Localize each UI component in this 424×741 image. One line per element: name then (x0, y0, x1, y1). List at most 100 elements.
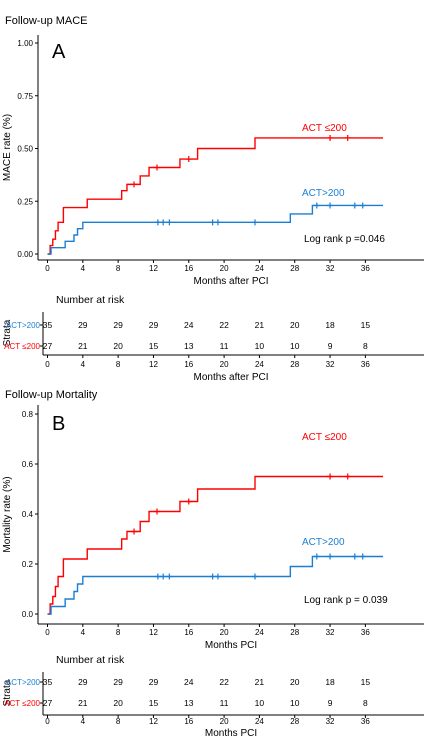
risk-row-label: ACT ≤200 (4, 699, 40, 708)
risk-count: 11 (220, 698, 229, 708)
x-tick-label: 20 (220, 264, 229, 273)
censor-mark-act-gt200 (313, 202, 320, 209)
risk-count: 24 (184, 320, 194, 330)
risk-x-tick-label: 24 (255, 717, 264, 726)
x-tick-label: 24 (255, 264, 264, 273)
censor-mark-act-gt200 (252, 573, 259, 580)
risk-count: 21 (255, 677, 265, 687)
risk-count: 11 (220, 341, 229, 351)
risk-count: 20 (290, 677, 300, 687)
x-tick-label: 24 (255, 628, 264, 637)
censor-mark-act-le200 (131, 528, 138, 535)
risk-count: 29 (149, 320, 159, 330)
censor-mark-act-gt200 (214, 219, 221, 226)
risk-count: 15 (149, 698, 159, 708)
y-tick-label: 0.2 (22, 560, 34, 569)
censor-mark-act-gt200 (359, 553, 366, 560)
risk-count: 10 (255, 341, 265, 351)
censor-mark-act-gt200 (160, 573, 167, 580)
censor-mark-act-gt200 (359, 202, 366, 209)
y-tick-label: 0.25 (17, 197, 33, 206)
x-tick-label: 28 (290, 264, 299, 273)
censor-mark-act-gt200 (327, 202, 334, 209)
strata-label: Strata (2, 319, 13, 346)
censor-mark-act-gt200 (313, 553, 320, 560)
x-tick-label: 8 (116, 628, 121, 637)
risk-x-tick-label: 0 (45, 717, 50, 726)
x-tick-label: 32 (326, 628, 335, 637)
risk-count: 24 (184, 677, 194, 687)
x-tick-label: 16 (184, 264, 193, 273)
km-line-act-gt200 (47, 204, 384, 255)
series-label-act-gt200: ACT>200 (302, 537, 345, 548)
risk-count: 9 (328, 341, 333, 351)
y-tick-label: 0.75 (17, 92, 33, 101)
censor-mark-act-le200 (185, 156, 192, 163)
risk-x-tick-label: 16 (184, 360, 193, 369)
x-tick-label: 4 (81, 628, 86, 637)
risk-count: 18 (325, 677, 335, 687)
chart-title: Follow-up MACE (5, 15, 88, 27)
x-tick-label: 28 (290, 628, 299, 637)
panel-a: Follow-up MACE A 0.00 0.25 0.50 0.75 1.00 MACE … (2, 15, 424, 383)
x-tick-label: 12 (149, 264, 158, 273)
risk-count: 10 (290, 341, 300, 351)
risk-count: 29 (113, 320, 123, 330)
y-tick-label: 0.6 (22, 460, 34, 469)
risk-count: 15 (361, 677, 371, 687)
risk-count: 15 (149, 341, 159, 351)
risk-count: 27 (43, 698, 53, 708)
risk-count: 9 (328, 698, 333, 708)
censor-mark-act-le200 (327, 473, 334, 480)
censor-mark-act-le200 (131, 181, 138, 188)
km-line-act-gt200 (47, 555, 384, 615)
risk-x-tick-label: 24 (255, 360, 264, 369)
censor-mark-act-gt200 (154, 219, 161, 226)
risk-count: 29 (113, 677, 123, 687)
risk-count: 29 (78, 677, 88, 687)
risk-count: 20 (290, 320, 300, 330)
risk-count: 10 (290, 698, 300, 708)
log-rank-annotation: Log rank p = 0.039 (304, 595, 388, 606)
log-rank-annotation: Log rank p =0.046 (304, 234, 385, 245)
censor-mark-act-gt200 (327, 553, 334, 560)
risk-count: 15 (361, 320, 371, 330)
risk-count: 29 (149, 677, 159, 687)
x-tick-label: 12 (149, 628, 158, 637)
y-tick-label: 0.4 (22, 510, 34, 519)
risk-count: 35 (43, 320, 53, 330)
y-axis-label: MACE rate (%) (2, 114, 13, 181)
censor-mark-act-le200 (344, 473, 351, 480)
risk-count: 21 (255, 320, 265, 330)
censor-mark-act-gt200 (351, 202, 358, 209)
risk-x-tick-label: 12 (149, 717, 158, 726)
y-tick-label: 0.00 (17, 250, 33, 259)
censor-mark-act-gt200 (209, 573, 216, 580)
series-label-act-le200: ACT ≤200 (302, 123, 347, 134)
risk-count: 13 (184, 698, 194, 708)
risk-table-x-label: Months after PCI (193, 372, 268, 383)
risk-count: 29 (78, 320, 88, 330)
censor-mark-act-gt200 (154, 573, 161, 580)
risk-count: 13 (184, 341, 194, 351)
series-label-act-le200: ACT ≤200 (302, 432, 347, 443)
risk-row-label: ACT>200 (6, 678, 41, 687)
risk-count: 22 (219, 320, 229, 330)
censor-mark-act-gt200 (351, 553, 358, 560)
x-tick-label: 36 (361, 628, 370, 637)
risk-x-tick-label: 32 (326, 717, 335, 726)
risk-table-title: Number at risk (56, 654, 125, 666)
risk-count: 20 (113, 341, 123, 351)
risk-x-tick-label: 36 (361, 717, 370, 726)
risk-count: 8 (363, 341, 368, 351)
x-axis-label: Months PCI (205, 640, 257, 651)
censor-mark-act-le200 (153, 508, 160, 515)
x-tick-label: 0 (45, 264, 50, 273)
censor-mark-act-gt200 (160, 219, 167, 226)
risk-x-tick-label: 32 (326, 360, 335, 369)
y-tick-label: 1.00 (17, 39, 33, 48)
risk-count: 20 (113, 698, 123, 708)
risk-table-x-label: Months PCI (205, 728, 257, 739)
censor-mark-act-le200 (344, 134, 351, 141)
y-axis-label: Mortality rate (%) (2, 476, 13, 552)
